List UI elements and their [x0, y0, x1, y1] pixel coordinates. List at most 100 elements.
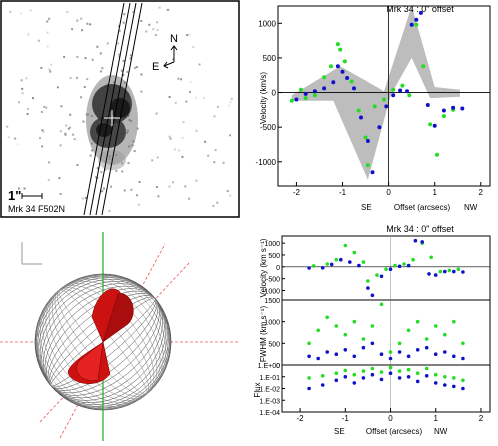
stacked-point	[379, 352, 384, 356]
compass-north-label: N	[170, 33, 178, 45]
velocity-point	[312, 93, 317, 98]
stacked-point	[379, 274, 384, 279]
stacked-point	[452, 354, 456, 359]
stacked-point	[433, 324, 438, 328]
velocity-point	[432, 123, 437, 128]
bicone-model	[0, 232, 240, 441]
stacked-point	[433, 273, 438, 277]
velocity-axes: -2 -1 0 1 2 -1000 -500 0 500 1000	[256, 5, 491, 197]
stacked-point	[461, 270, 465, 274]
velocity-chart-panel: -2 -1 0 1 2 -1000 -500 0 500 1000 Mrk 34 : 0" off…	[244, 0, 498, 218]
velocity-chart: -2 -1 0 1 2 -1000 -500 0 500 1000 Mrk 34 : 0" off…	[256, 4, 491, 212]
stacked-point	[406, 367, 411, 372]
stacked-point	[406, 328, 411, 333]
velocity-point	[391, 93, 396, 98]
stacked-y-tick-label: 0	[276, 363, 280, 370]
stacked-point	[397, 376, 402, 380]
velocity-point	[365, 139, 370, 143]
stacked-x-tick-label: 2	[479, 414, 484, 423]
velocity-y-tick-label: -1000	[256, 158, 277, 167]
stacked-point	[343, 375, 348, 379]
stacked-point	[461, 386, 465, 391]
velocity-point	[384, 104, 389, 109]
stacked-y-tick-label: 500	[268, 253, 280, 260]
velocity-point	[345, 76, 350, 80]
velocity-y-tick-label: -500	[260, 123, 277, 132]
red-bicone	[67, 288, 134, 384]
stacked-point	[393, 263, 397, 268]
stacked-point	[406, 375, 411, 379]
stacked-point	[307, 266, 311, 270]
velocity-x-axis-label: Offset (arcsecs)	[394, 203, 451, 212]
velocity-point	[322, 75, 327, 80]
stacked-y-tick-label: 1.E-01	[259, 375, 280, 382]
velocity-point	[342, 59, 347, 64]
stacked-point	[388, 365, 393, 370]
stacked-point	[320, 374, 325, 378]
stacked-point	[334, 352, 339, 356]
velocity-point	[414, 17, 419, 22]
stacked-y-tick-label: 1.E-04	[259, 410, 280, 417]
stacked-point	[427, 272, 431, 276]
stacked-point	[406, 263, 411, 268]
velocity-point	[356, 108, 361, 113]
stacked-point	[397, 350, 402, 354]
velocity-point	[398, 88, 403, 93]
stacked-y-tick-label: 500	[268, 341, 280, 348]
stacked-point	[325, 262, 329, 266]
velocity-chart-title: Mrk 34 : 0" offset	[386, 4, 454, 14]
velocity-point	[303, 91, 308, 96]
stacked-point	[415, 348, 420, 352]
stacked-point	[329, 262, 334, 267]
velocity-point	[391, 87, 396, 92]
stacked-point	[388, 356, 393, 361]
stacked-y-tick-label: 0	[276, 265, 280, 272]
stacked-point	[334, 378, 339, 383]
stacked-point	[447, 268, 452, 273]
hst-image: N E 1" Mrk 34 F502N	[0, 0, 240, 218]
velocity-point	[414, 22, 419, 27]
velocity-point	[409, 22, 414, 27]
velocity-point	[370, 170, 375, 175]
stacked-fwhm-label: FWHM (km s⁻¹)	[259, 306, 268, 363]
hst-image-panel: N E 1" Mrk 34 F502N	[0, 0, 240, 218]
velocity-point	[322, 86, 327, 91]
velocity-point	[338, 47, 343, 52]
stacked-point	[307, 341, 311, 346]
stacked-point	[397, 264, 402, 269]
velocity-point	[460, 106, 465, 111]
velocity-y-axis-label: Velocity (km/s)	[259, 72, 268, 124]
velocity-points	[289, 10, 465, 175]
stacked-point	[424, 366, 429, 371]
compass	[163, 45, 178, 69]
stacked-point	[334, 257, 339, 262]
stacked-point	[361, 260, 366, 264]
velocity-x-tick-label: 1	[432, 188, 437, 197]
stacked-subplot-frame	[281, 364, 491, 413]
stacked-point	[361, 369, 366, 373]
velocity-point	[400, 83, 405, 88]
velocity-point	[294, 97, 299, 102]
stacked-point	[370, 372, 375, 377]
velocity-x-tick-label: -2	[293, 188, 301, 197]
stacked-point	[343, 243, 348, 248]
velocity-point	[303, 96, 308, 101]
stacked-point	[411, 257, 415, 262]
velocity-point	[329, 64, 333, 69]
stacked-point	[352, 372, 357, 377]
stacked-point	[402, 262, 406, 266]
stacked-point	[366, 286, 370, 290]
stacked-point	[443, 269, 447, 274]
stacked-point	[424, 337, 429, 341]
stacked-point	[348, 260, 352, 264]
stacked-point	[443, 350, 447, 354]
stacked-point	[343, 368, 348, 373]
velocity-x-tick-label: -1	[339, 188, 347, 197]
stacked-point	[334, 371, 339, 375]
stacked-point	[366, 279, 370, 283]
stacked-x-tick-label: -2	[297, 414, 305, 423]
velocity-point	[335, 64, 340, 69]
stacked-point	[461, 378, 465, 383]
stacked-y-tick-label: 1.E-02	[259, 387, 280, 394]
velocity-point	[451, 105, 456, 110]
